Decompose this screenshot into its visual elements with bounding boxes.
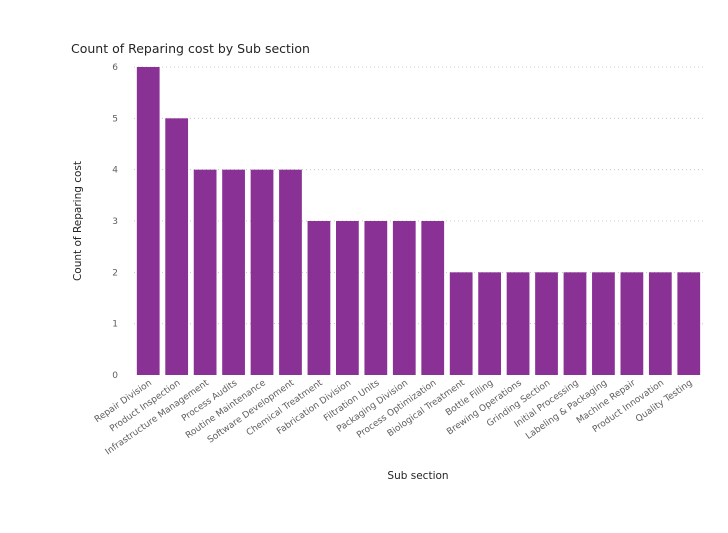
bar[interactable] bbox=[421, 221, 445, 375]
bar[interactable] bbox=[592, 272, 615, 375]
y-tick-label: 2 bbox=[112, 268, 118, 278]
bar[interactable] bbox=[392, 221, 416, 375]
y-tick-label: 1 bbox=[112, 320, 118, 330]
y-axis-ticks: 0 1 2 3 4 5 6 bbox=[112, 63, 118, 381]
bar[interactable] bbox=[563, 272, 587, 375]
y-tick-label: 3 bbox=[112, 217, 118, 227]
bar[interactable] bbox=[506, 272, 530, 375]
bar[interactable] bbox=[136, 67, 160, 375]
bar[interactable] bbox=[250, 169, 274, 375]
y-axis-label: Count of Reparing cost bbox=[72, 161, 84, 281]
bar[interactable] bbox=[677, 272, 701, 375]
y-tick-label: 5 bbox=[112, 114, 118, 124]
y-tick-label: 0 bbox=[112, 371, 118, 381]
x-axis-label: Sub section bbox=[387, 470, 448, 482]
bar[interactable] bbox=[620, 272, 644, 375]
bar[interactable] bbox=[364, 221, 388, 375]
bar[interactable] bbox=[222, 169, 245, 375]
bar[interactable] bbox=[279, 169, 302, 375]
bar[interactable] bbox=[449, 272, 473, 375]
grid-lines bbox=[134, 66, 703, 325]
bars bbox=[136, 67, 701, 375]
bar[interactable] bbox=[648, 272, 672, 375]
bar[interactable] bbox=[307, 221, 331, 375]
bar[interactable] bbox=[193, 169, 217, 375]
bar[interactable] bbox=[535, 272, 558, 375]
bar[interactable] bbox=[165, 118, 189, 375]
bar[interactable] bbox=[336, 221, 359, 375]
y-tick-label: 4 bbox=[112, 166, 118, 176]
bar[interactable] bbox=[478, 272, 502, 375]
y-tick-label: 6 bbox=[112, 63, 118, 73]
chart-title: Count of Reparing cost by Sub section bbox=[71, 41, 310, 56]
